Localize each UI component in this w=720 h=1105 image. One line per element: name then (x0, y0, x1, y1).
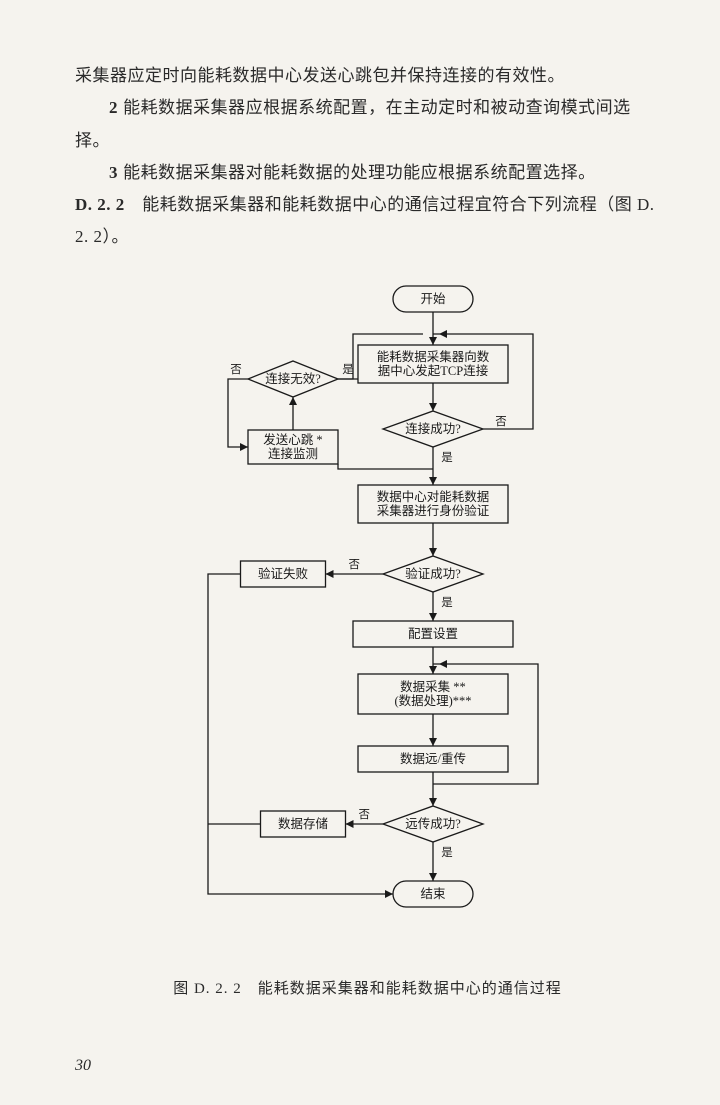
svg-text:否: 否 (495, 416, 507, 428)
item-text-3: 能耗数据采集器对能耗数据的处理功能应根据系统配置选择。 (123, 163, 596, 182)
svg-text:发送心跳 *: 发送心跳 * (263, 432, 322, 447)
item-num-3: 3 (109, 163, 118, 182)
svg-text:远传成功?: 远传成功? (405, 816, 461, 831)
svg-text:验证失败: 验证失败 (257, 566, 308, 581)
paragraph-2: 2能耗数据采集器应根据系统配置，在主动定时和被动查询模式间选择。 (75, 92, 660, 157)
svg-text:是: 是 (441, 846, 453, 859)
svg-text:数据存储: 数据存储 (277, 816, 327, 831)
item-num-2: 2 (109, 98, 118, 117)
flowchart-svg: 开始能耗数据采集器向数据中心发起TCP连接连接成功? 连接无效? 发送心跳 *连接监… (153, 279, 583, 959)
svg-text:验证成功?: 验证成功? (405, 566, 461, 581)
figure-caption: 图 D. 2. 2 能耗数据采集器和能耗数据中心的通信过程 (75, 977, 660, 998)
paragraph-3: 3 能耗数据采集器对能耗数据的处理功能应根据系统配置选择。 (75, 157, 660, 189)
svg-text:连接监测: 连接监测 (267, 446, 317, 461)
svg-text:是: 是 (441, 596, 453, 609)
section-num: D. 2. 2 (75, 195, 125, 214)
svg-text:数据远/重传: 数据远/重传 (400, 751, 466, 766)
svg-text:能耗数据采集器向数: 能耗数据采集器向数 (376, 349, 489, 364)
svg-text:(数据处理)***: (数据处理)*** (394, 693, 471, 708)
svg-text:采集器进行身份验证: 采集器进行身份验证 (376, 503, 489, 518)
item-text-2: 能耗数据采集器应根据系统配置，在主动定时和被动查询模式间选择。 (75, 98, 631, 149)
page-number: 30 (75, 1057, 91, 1075)
svg-text:开始: 开始 (420, 292, 446, 306)
paragraph-1: 采集器应定时向能耗数据中心发送心跳包并保持连接的有效性。 (75, 60, 660, 92)
svg-text:否: 否 (348, 559, 360, 571)
flowchart-container: 开始能耗数据采集器向数据中心发起TCP连接连接成功? 连接无效? 发送心跳 *连接监… (75, 279, 660, 959)
section-text: 能耗数据采集器和能耗数据中心的通信过程宜符合下列流程（图 D. 2. 2）。 (75, 195, 655, 246)
svg-text:连接无效?: 连接无效? (265, 371, 321, 386)
svg-text:否: 否 (230, 364, 242, 376)
svg-text:数据中心对能耗数据: 数据中心对能耗数据 (376, 489, 489, 504)
svg-text:据中心发起TCP连接: 据中心发起TCP连接 (377, 363, 488, 378)
section-d22: D. 2. 2 能耗数据采集器和能耗数据中心的通信过程宜符合下列流程（图 D. … (75, 189, 660, 254)
svg-text:结束: 结束 (420, 887, 446, 901)
svg-text:配置设置: 配置设置 (407, 626, 457, 641)
svg-text:是: 是 (441, 451, 453, 464)
svg-text:数据采集 **: 数据采集 ** (400, 679, 466, 694)
svg-text:否: 否 (358, 809, 370, 821)
svg-text:连接成功?: 连接成功? (405, 421, 461, 436)
